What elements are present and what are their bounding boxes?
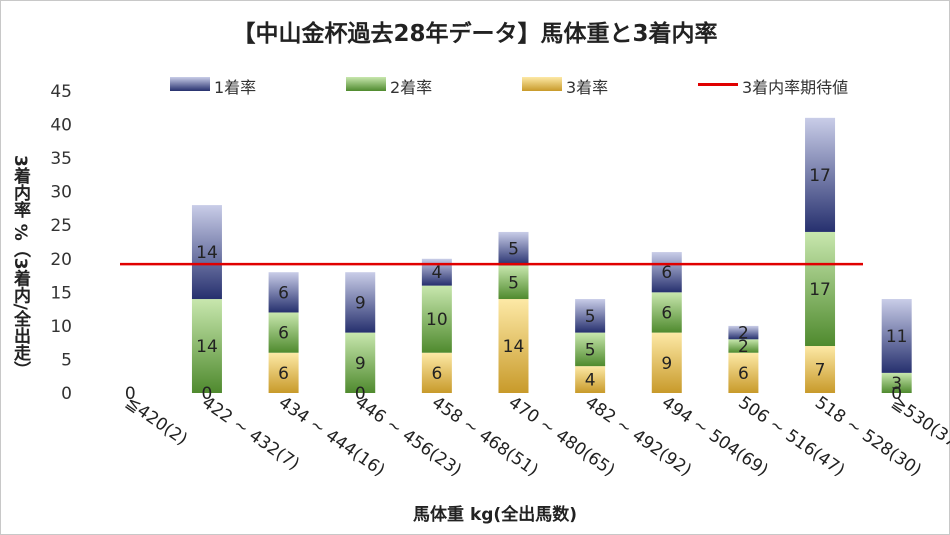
data-label: 17 xyxy=(809,280,831,300)
y-tick-label: 45 xyxy=(50,82,72,102)
bar-segment-second xyxy=(498,265,529,300)
bar-segment-first xyxy=(268,272,299,313)
y-tick-label: 30 xyxy=(50,183,72,203)
bar-segment-third xyxy=(421,352,452,393)
bar-segment-first xyxy=(651,252,682,293)
legend-label-2nd: 2着率 xyxy=(390,78,433,97)
bar-segment-first xyxy=(191,205,222,300)
bar-segment-first xyxy=(805,117,836,232)
bar-segment-second xyxy=(575,332,606,367)
bar-segment-third xyxy=(805,346,836,393)
y-tick-label: 5 xyxy=(61,350,72,370)
data-label: 6 xyxy=(431,364,442,384)
legend-swatch-1st xyxy=(170,77,210,91)
data-label: 7 xyxy=(815,361,826,381)
data-label: 6 xyxy=(278,324,289,344)
legend-label-3rd: 3着率 xyxy=(566,78,609,97)
data-label: 10 xyxy=(426,310,448,330)
bar-segment-third xyxy=(498,299,529,393)
legend-swatch-2nd xyxy=(346,77,386,91)
y-tick-label: 10 xyxy=(50,317,72,337)
bar-segment-second xyxy=(881,372,912,393)
y-tick-label: 20 xyxy=(50,250,72,270)
data-label: 4 xyxy=(431,263,442,283)
data-label: 3 xyxy=(891,374,902,394)
data-label: 0 xyxy=(891,384,902,404)
legend-swatch-3rd xyxy=(522,77,562,91)
data-label: 0 xyxy=(202,384,213,404)
bar-segment-second xyxy=(268,312,299,353)
y-tick-label: 25 xyxy=(50,216,72,236)
data-label: 9 xyxy=(355,354,366,374)
y-tick-label: 35 xyxy=(50,149,72,169)
data-label: 2 xyxy=(738,324,749,344)
data-label: 6 xyxy=(278,364,289,384)
bar-segment-third xyxy=(575,366,606,393)
bar-segment-third xyxy=(728,352,759,393)
data-label: 5 xyxy=(508,273,519,293)
bar-segment-first xyxy=(575,299,606,333)
data-label: 2 xyxy=(738,337,749,357)
chart-title: 【中山金杯過去28年データ】馬体重と3着内率 xyxy=(232,21,718,47)
bar-segment-first xyxy=(881,299,912,373)
bar-segment-second xyxy=(651,292,682,333)
data-label: 4 xyxy=(585,371,596,391)
data-label: 17 xyxy=(809,166,831,186)
x-tick-label: ≦420(2) xyxy=(121,393,190,450)
bar-segment-second xyxy=(191,299,222,393)
y-axis-title: 3着内率 %（3着内/全出走） xyxy=(10,155,30,378)
data-label: 14 xyxy=(503,337,525,357)
data-label: 9 xyxy=(355,293,366,313)
bar-segment-second xyxy=(421,285,452,353)
bar-segment-third xyxy=(651,332,682,393)
data-label: 5 xyxy=(585,307,596,327)
data-label: 6 xyxy=(278,283,289,303)
data-label: 6 xyxy=(661,303,672,323)
data-label: 14 xyxy=(196,337,218,357)
bar-segment-third xyxy=(268,352,299,393)
y-tick-label: 15 xyxy=(50,283,72,303)
legend-label-expected: 3着内率期待値 xyxy=(742,78,849,97)
bar-segment-first xyxy=(345,272,376,333)
data-label: 9 xyxy=(661,354,672,374)
data-label: 14 xyxy=(196,243,218,263)
x-axis-title: 馬体重 kg(全出馬数) xyxy=(413,505,577,525)
y-tick-label: 40 xyxy=(50,116,72,136)
bar-segment-first xyxy=(728,325,759,340)
bar-segment-second xyxy=(805,231,836,347)
legend-label-1st: 1着率 xyxy=(214,78,257,97)
legend-line-expected xyxy=(698,83,738,86)
data-label: 6 xyxy=(661,263,672,283)
data-label: 5 xyxy=(508,240,519,260)
data-label: 11 xyxy=(886,327,908,347)
data-label: 0 xyxy=(355,384,366,404)
bar-segment-second xyxy=(345,332,376,393)
bar-segment-first xyxy=(498,231,529,266)
data-label: 0 xyxy=(125,384,136,404)
y-tick-label: 0 xyxy=(61,384,72,404)
bar-segment-second xyxy=(728,339,759,353)
data-label: 5 xyxy=(585,340,596,360)
data-label: 6 xyxy=(738,364,749,384)
